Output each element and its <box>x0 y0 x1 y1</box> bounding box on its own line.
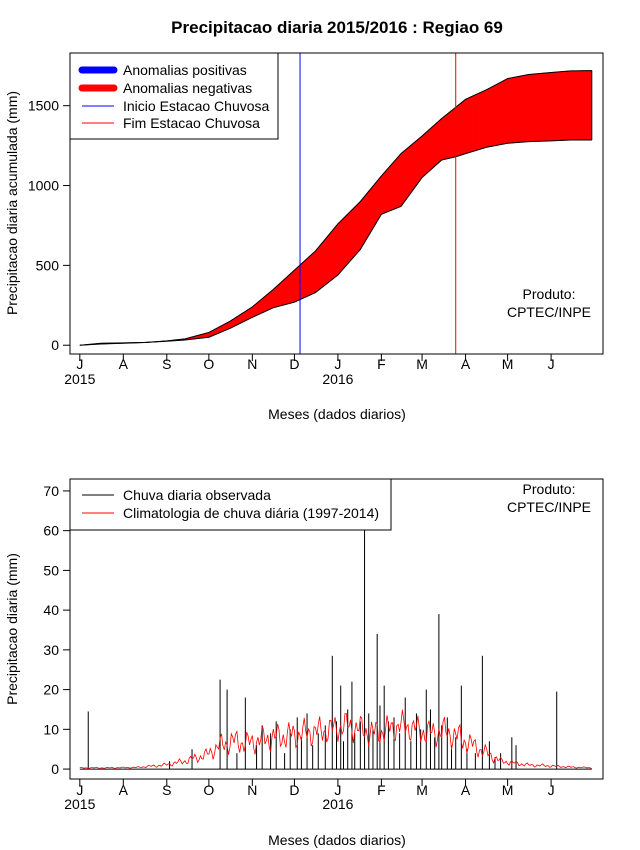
y-tick-label: 30 <box>43 642 59 658</box>
legend-label: Fim Estacao Chuvosa <box>123 115 260 131</box>
chart2-legend-box <box>69 478 392 531</box>
chart2-y-axis-label: Precipitacao diaria (mm) <box>4 553 20 705</box>
chart2-product-source: CPTEC/INPE <box>507 499 591 515</box>
x-tick-label: O <box>203 782 214 798</box>
x-tick-label: A <box>461 356 471 372</box>
x-tick-label: J <box>548 782 555 798</box>
chart1-title: Precipitacao diaria 2015/2016 : Regiao 6… <box>171 18 503 37</box>
x-tick-label: M <box>502 782 514 798</box>
x-tick-label: N <box>247 356 257 372</box>
legend-label: Chuva diaria observada <box>123 487 271 503</box>
chart2-climatology-line <box>79 709 592 769</box>
x-tick-label: F <box>377 782 386 798</box>
x-tick-label: A <box>461 782 471 798</box>
chart1-legend: Anomalias positivas Anomalias negativas … <box>69 52 279 140</box>
legend-label: Anomalias positivas <box>123 62 247 78</box>
y-tick-label: 500 <box>36 257 60 273</box>
chart1-season-lines <box>299 53 457 354</box>
chart1-product-source: CPTEC/INPE <box>507 304 591 320</box>
chart2-y-axis: 0 10 20 30 40 50 60 70 <box>43 483 70 777</box>
x-tick-label: S <box>162 356 171 372</box>
year-label: 2016 <box>322 796 353 812</box>
y-tick-label: 50 <box>43 562 59 578</box>
chart2-legend: Chuva diaria observada Climatologia de c… <box>69 478 392 531</box>
x-tick-label: N <box>247 782 257 798</box>
x-tick-label: M <box>502 356 514 372</box>
x-tick-label: O <box>203 356 214 372</box>
observed-accumulated-line <box>79 139 592 346</box>
chart2-x-axis-label: Meses (dados diarios) <box>268 832 406 848</box>
y-tick-label: 1000 <box>28 178 59 194</box>
x-tick-label: J <box>76 782 83 798</box>
y-tick-label: 20 <box>43 682 59 698</box>
x-tick-label: J <box>548 356 555 372</box>
legend-label: Inicio Estacao Chuvosa <box>123 98 270 114</box>
chart1-x-axis-label: Meses (dados diarios) <box>268 406 406 422</box>
chart2-product-label: Produto: <box>523 481 576 497</box>
chart1-y-axis-label: Precipitacao diaria acumulada (mm) <box>4 91 20 315</box>
x-tick-label: J <box>334 782 341 798</box>
legend-label: Anomalias negativas <box>123 80 252 96</box>
y-tick-label: 60 <box>43 523 59 539</box>
x-tick-label: M <box>416 356 428 372</box>
year-label: 2016 <box>322 371 353 387</box>
chart1-product-label: Produto: <box>523 286 576 302</box>
year-label: 2015 <box>64 371 95 387</box>
y-tick-label: 1500 <box>28 98 59 114</box>
x-tick-label: F <box>377 356 386 372</box>
y-tick-label: 10 <box>43 721 59 737</box>
y-tick-label: 70 <box>43 483 59 499</box>
x-tick-label: D <box>289 782 299 798</box>
y-tick-label: 0 <box>51 761 59 777</box>
chart2-observed-bars <box>79 528 592 770</box>
year-label: 2015 <box>64 796 95 812</box>
x-tick-label: D <box>289 356 299 372</box>
y-tick-label: 40 <box>43 602 59 618</box>
legend-label: Climatologia de chuva diária (1997-2014) <box>123 505 379 521</box>
x-tick-label: J <box>76 356 83 372</box>
x-tick-label: A <box>119 782 129 798</box>
chart1-series-lines <box>79 70 593 346</box>
y-tick-label: 0 <box>51 337 59 353</box>
x-tick-label: A <box>119 356 129 372</box>
x-tick-label: M <box>416 782 428 798</box>
x-tick-label: S <box>162 782 171 798</box>
climatology-daily-line <box>79 709 592 769</box>
x-tick-label: J <box>334 356 341 372</box>
chart1-y-axis: 0 500 1000 1500 <box>28 98 70 353</box>
chart1-plot-border <box>69 52 604 355</box>
